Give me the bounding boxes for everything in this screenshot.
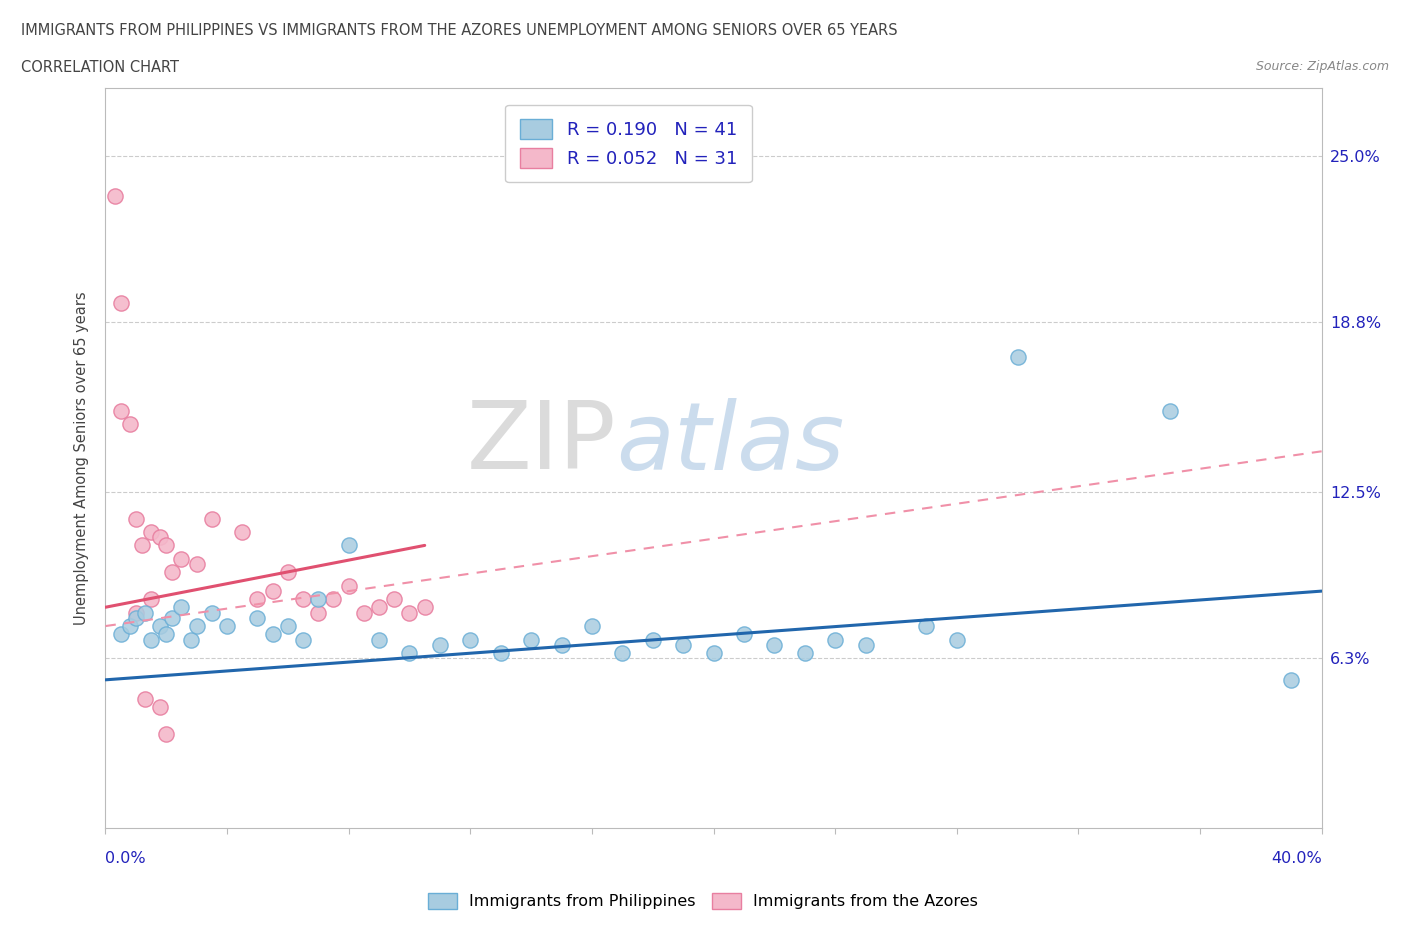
Point [1007,350,1029,365]
Point [180,632,202,647]
Point [186,557,208,572]
Point [292,632,315,647]
Point [139,591,162,606]
Point [246,611,269,626]
Point [382,591,405,606]
Point [945,632,967,647]
Text: Source: ZipAtlas.com: Source: ZipAtlas.com [1256,60,1389,73]
Point [520,632,543,647]
Point [368,632,391,647]
Point [1279,672,1302,687]
Point [641,632,664,647]
Point [139,525,162,539]
Point [763,637,786,652]
Point [186,618,208,633]
Point [337,578,360,593]
Point [368,600,391,615]
Text: atlas: atlas [616,398,845,489]
Point [337,538,360,552]
Point [155,538,177,552]
Point [149,618,172,633]
Point [125,512,148,526]
Point [307,605,329,620]
Point [201,605,224,620]
Point [429,637,451,652]
Point [413,600,436,615]
Text: IMMIGRANTS FROM PHILIPPINES VS IMMIGRANTS FROM THE AZORES UNEMPLOYMENT AMONG SEN: IMMIGRANTS FROM PHILIPPINES VS IMMIGRANT… [21,23,897,38]
Point [612,645,634,660]
Point [201,512,224,526]
Point [118,417,141,432]
Point [110,296,132,311]
Point [489,645,512,660]
Point [398,645,420,660]
Point [103,189,125,204]
Point [110,627,132,642]
Point [162,611,184,626]
Point [217,618,239,633]
Point [277,618,299,633]
Point [118,618,141,633]
Point [581,618,603,633]
Point [702,645,725,660]
Point [170,551,193,566]
Point [139,632,162,647]
Point [793,645,815,660]
Point [672,637,695,652]
Point [398,605,420,620]
Point [733,627,755,642]
Point [855,637,877,652]
Point [915,618,938,633]
Text: 40.0%: 40.0% [1271,851,1322,866]
Legend: Immigrants from Philippines, Immigrants from the Azores: Immigrants from Philippines, Immigrants … [420,884,986,917]
Point [125,611,148,626]
Point [231,525,253,539]
Text: 0.0%: 0.0% [105,851,146,866]
Point [262,627,284,642]
Point [550,637,572,652]
Y-axis label: Unemployment Among Seniors over 65 years: Unemployment Among Seniors over 65 years [75,291,90,625]
Point [149,699,172,714]
Point [353,605,375,620]
Point [125,605,148,620]
Point [246,591,269,606]
Text: ZIP: ZIP [467,397,616,489]
Point [162,565,184,579]
Point [458,632,481,647]
Text: CORRELATION CHART: CORRELATION CHART [21,60,179,75]
Point [155,726,177,741]
Point [292,591,315,606]
Point [277,565,299,579]
Point [155,627,177,642]
Point [1159,404,1181,418]
Point [149,530,172,545]
Point [322,591,344,606]
Legend: R = 0.190   N = 41, R = 0.052   N = 31: R = 0.190 N = 41, R = 0.052 N = 31 [505,105,752,182]
Point [262,584,284,599]
Point [131,538,153,552]
Point [824,632,846,647]
Point [110,404,132,418]
Point [134,691,156,706]
Point [170,600,193,615]
Point [134,605,156,620]
Point [307,591,329,606]
